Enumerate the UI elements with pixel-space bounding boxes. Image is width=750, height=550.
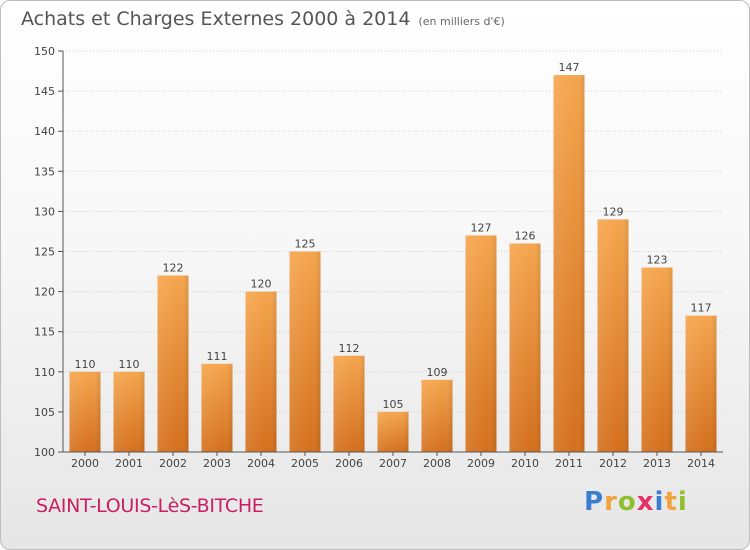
chart-title-text: Achats et Charges Externes 2000 à 2014 xyxy=(21,8,411,30)
logo-letter: t xyxy=(664,487,678,517)
bar-shade xyxy=(509,243,541,452)
bar-shade xyxy=(157,275,189,452)
x-tick-label: 2014 xyxy=(687,457,715,470)
x-tick-label: 2002 xyxy=(159,457,187,470)
y-tick-label: 100 xyxy=(34,446,55,459)
bar-shade xyxy=(421,379,453,452)
x-tick-label: 2005 xyxy=(291,457,319,470)
data-label: 127 xyxy=(471,221,492,234)
bar-shade xyxy=(377,411,409,452)
data-label: 112 xyxy=(339,342,360,355)
data-label: 123 xyxy=(647,254,668,267)
data-label: 120 xyxy=(251,278,272,291)
bar-shade xyxy=(597,219,629,452)
logo-letter: o xyxy=(617,487,637,517)
bar-shade xyxy=(465,235,497,452)
data-label: 125 xyxy=(295,238,316,251)
x-tick-label: 2007 xyxy=(379,457,407,470)
x-tick-label: 2001 xyxy=(115,457,143,470)
y-tick-label: 135 xyxy=(34,165,55,178)
x-tick-label: 2012 xyxy=(599,457,627,470)
x-tick-label: 2013 xyxy=(643,457,671,470)
data-label: 117 xyxy=(691,302,712,315)
bar-shade xyxy=(685,315,717,452)
data-label: 126 xyxy=(515,229,536,242)
bar-shade xyxy=(333,355,365,452)
y-tick-label: 110 xyxy=(34,366,55,379)
y-tick-label: 140 xyxy=(34,125,55,138)
data-label: 109 xyxy=(427,366,448,379)
data-label: 122 xyxy=(163,262,184,275)
y-tick-label: 120 xyxy=(34,286,55,299)
y-tick-label: 115 xyxy=(34,326,55,339)
axes: 100 105 110 115 120 125 130 135 140 145 150 2000 200… xyxy=(34,45,723,470)
x-tick-label: 2004 xyxy=(247,457,275,470)
bar-shade xyxy=(641,267,673,452)
data-label: 111 xyxy=(207,350,228,363)
data-label: 129 xyxy=(603,205,624,218)
data-label: 147 xyxy=(559,61,580,74)
data-label: 105 xyxy=(383,398,404,411)
x-tick-label: 2010 xyxy=(511,457,539,470)
y-tick-label: 145 xyxy=(34,85,55,98)
bar-shade xyxy=(69,371,101,452)
logo-letter: i xyxy=(654,487,665,517)
x-tick-label: 2000 xyxy=(71,457,99,470)
x-tick-label: 2003 xyxy=(203,457,231,470)
bar-shade xyxy=(201,363,233,452)
y-tick-label: 125 xyxy=(34,246,55,259)
x-tick-label: 2008 xyxy=(423,457,451,470)
data-label: 110 xyxy=(119,358,140,371)
y-tick-label: 130 xyxy=(34,205,55,218)
bar-shade xyxy=(553,75,585,452)
y-tick-label: 105 xyxy=(34,406,55,419)
y-tick-label: 150 xyxy=(34,45,55,58)
chart-title: Achats et Charges Externes 2000 à 2014 (e… xyxy=(21,8,505,30)
chart-subtitle: (en milliers d'€) xyxy=(418,15,505,28)
place-name: SAINT-LOUIS-LèS-BITCHE xyxy=(36,495,264,517)
bar-shade xyxy=(289,251,321,452)
bar-shade xyxy=(113,371,145,452)
logo-letter: r xyxy=(604,487,618,517)
proxiti-logo: Proxiti xyxy=(584,487,688,517)
x-tick-label: 2006 xyxy=(335,457,363,470)
bars-group: 110 110 122 111 120 125 112 105 109 127 126 147 129 1… xyxy=(69,61,717,452)
x-tick-label: 2009 xyxy=(467,457,495,470)
logo-letter: P xyxy=(584,487,605,517)
x-tick-label: 2011 xyxy=(555,457,583,470)
bar-shade xyxy=(245,291,277,452)
logo-letter: i xyxy=(677,487,688,517)
data-label: 110 xyxy=(75,358,96,371)
logo-letter: x xyxy=(636,487,655,517)
